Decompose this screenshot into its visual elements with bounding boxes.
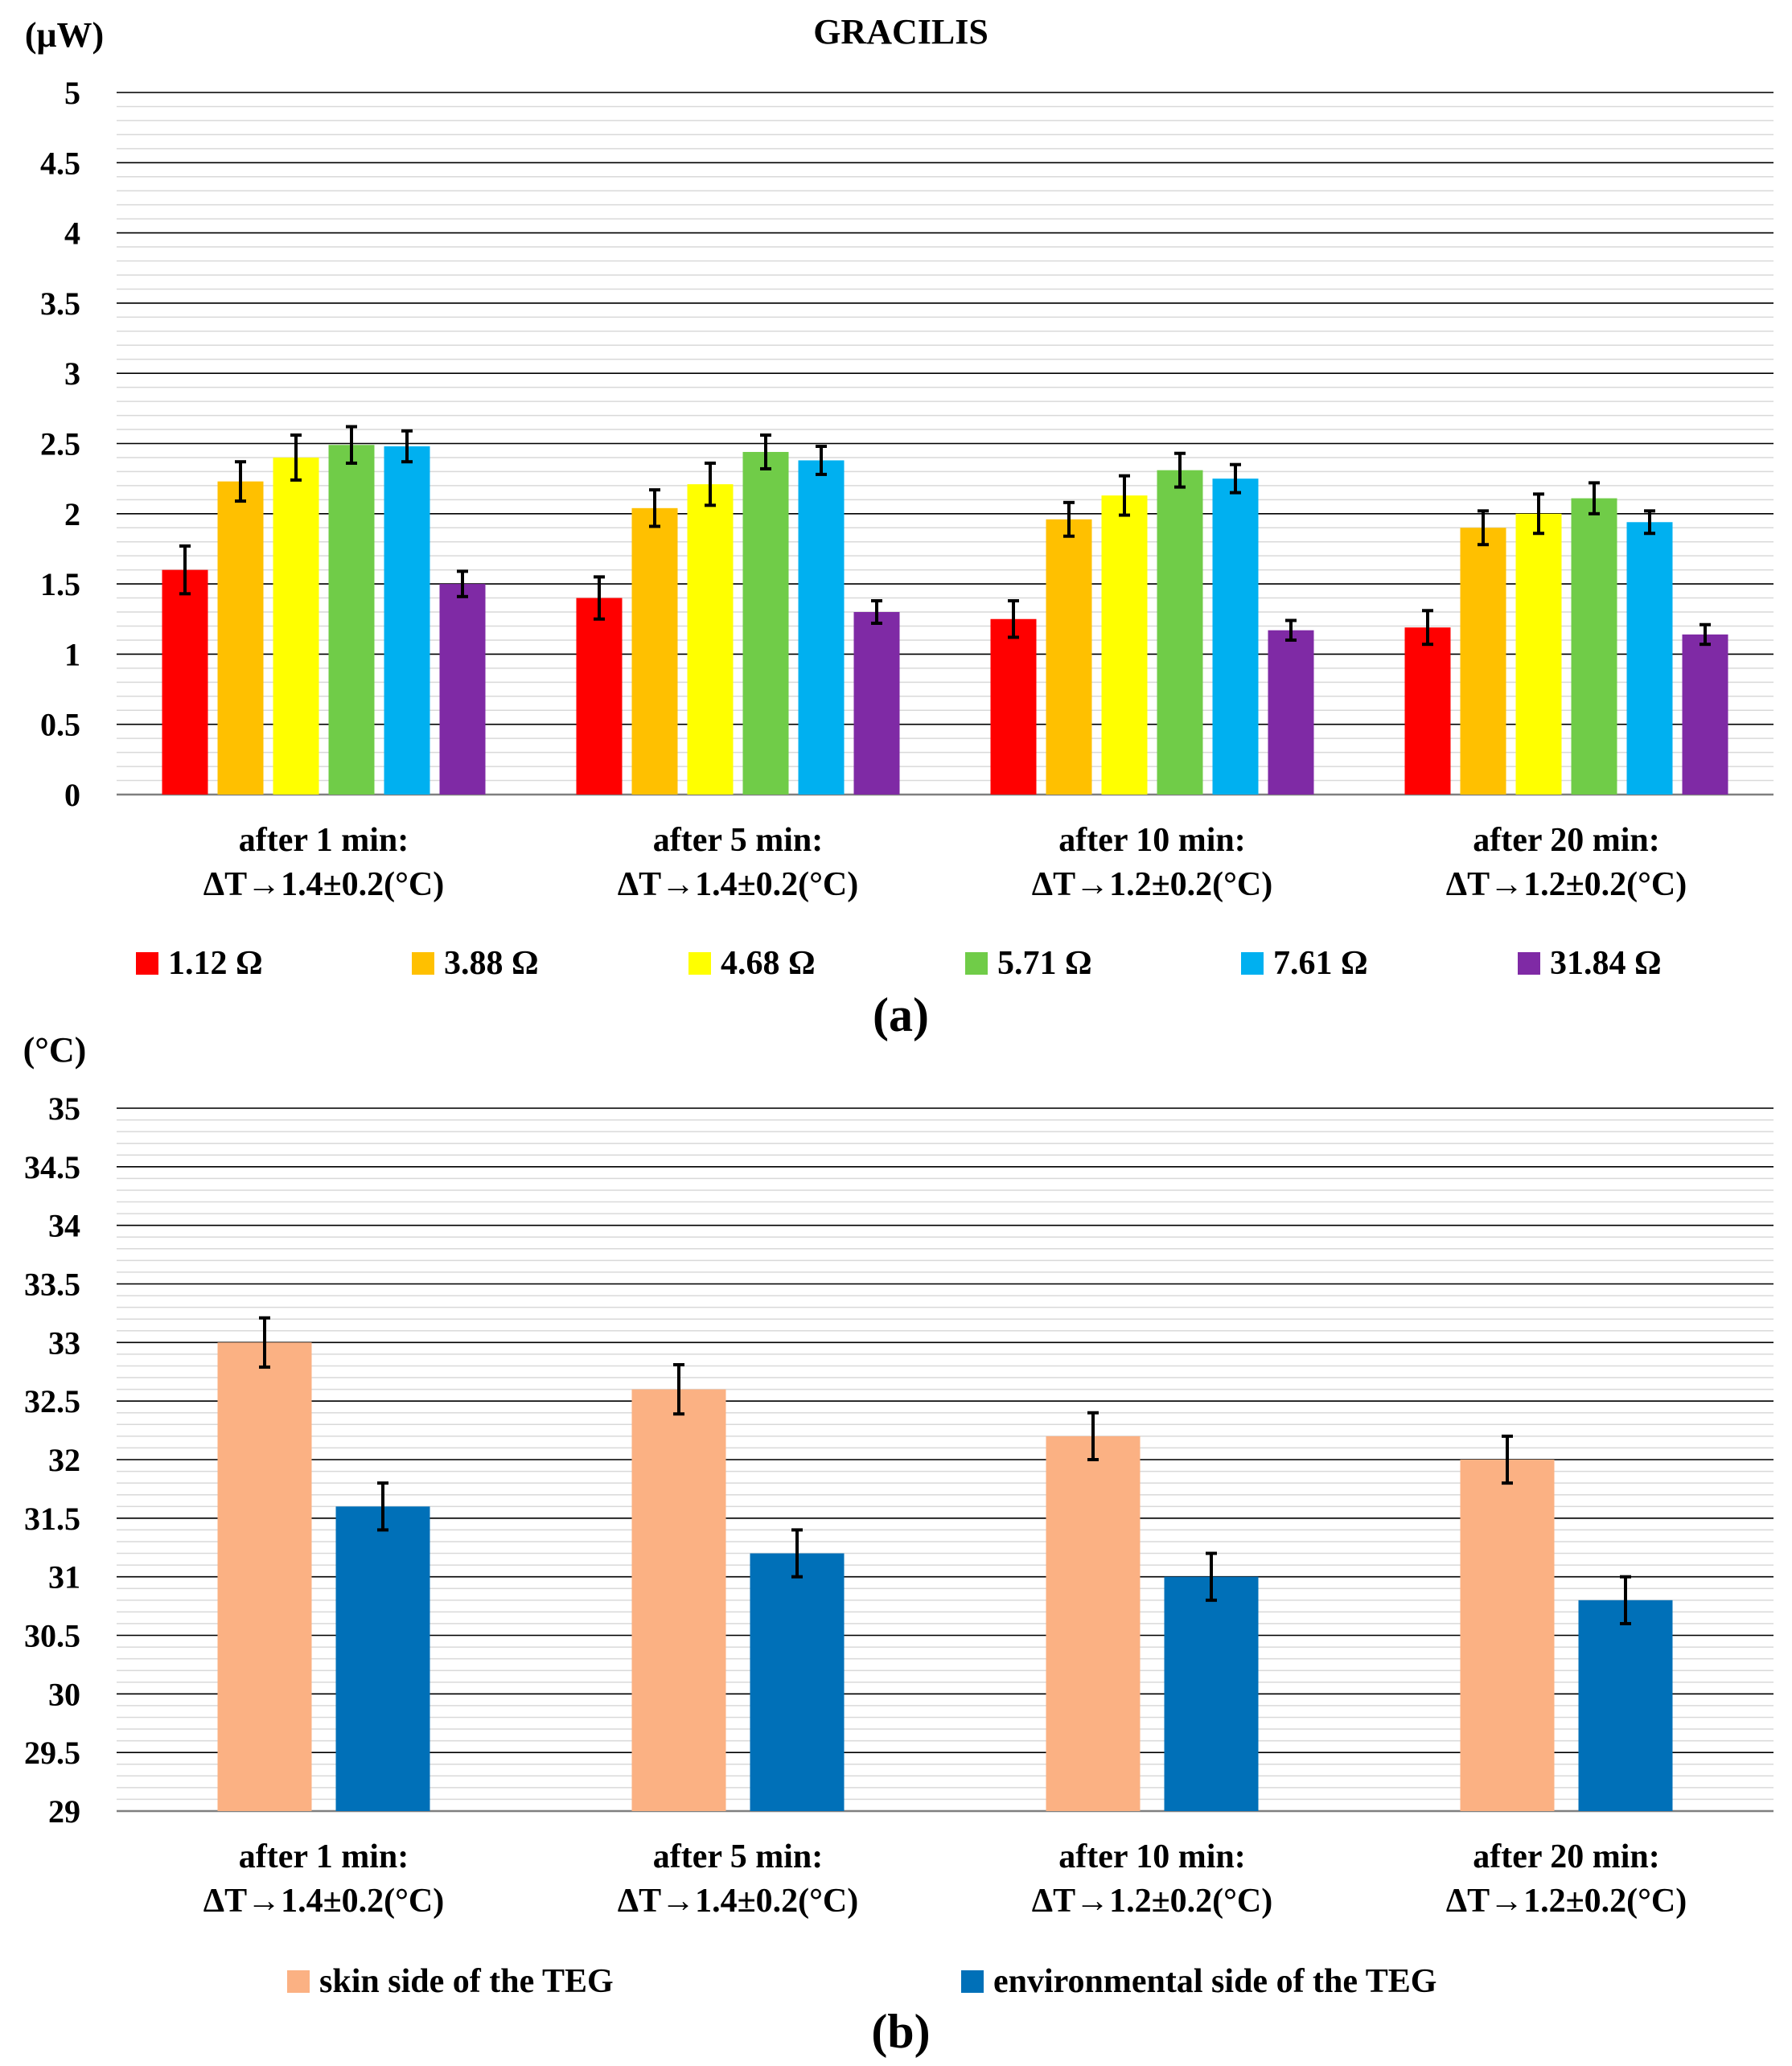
chart-a-y-tick-label: 2.5 — [40, 426, 80, 462]
chart-a-legend-label: 5.71 Ω — [997, 945, 1092, 982]
chart-b-y-tick-label: 33.5 — [24, 1267, 80, 1303]
chart-a-legend-swatch — [965, 952, 988, 975]
chart-a-y-tick-label: 1 — [64, 636, 80, 672]
chart-a-bar — [1460, 528, 1506, 795]
chart-a-category-label: ΔT→1.4±0.2(°C) — [203, 866, 445, 903]
chart-a-legend-label: 31.84 Ω — [1550, 945, 1662, 982]
chart-a-title: GRACILIS — [813, 12, 988, 51]
chart-a-bar — [1626, 522, 1673, 795]
chart-a-legend-label: 1.12 Ω — [168, 945, 263, 982]
chart-b-plot: 29 29.5 30 30.5 31 31.5 32 32.5 33 33.5 34 34.5 35 af… — [24, 1091, 1774, 2000]
chart-a-bar — [328, 445, 375, 795]
chart-a-category-label: after 10 min: — [1058, 822, 1246, 859]
chart-b-bar — [1046, 1436, 1141, 1811]
chart-b-bar — [1164, 1576, 1259, 1811]
chart-a-bar — [1157, 470, 1203, 795]
chart-a-bar — [990, 618, 1037, 795]
chart-b-legend-label: skin side of the TEG — [319, 1963, 614, 2000]
chart-b-y-tick-label: 30.5 — [24, 1618, 80, 1654]
chart-a-bar — [631, 507, 678, 795]
chart-b-category-label: after 5 min: — [653, 1838, 824, 1875]
chart-b-y-tick-label: 34 — [48, 1208, 80, 1244]
chart-a-bar — [1046, 519, 1092, 795]
chart-a-bar — [384, 446, 430, 795]
chart-b-category-label: after 1 min: — [239, 1838, 409, 1875]
chart-a-bar — [1268, 630, 1314, 795]
chart-b-category-label: ΔT→1.2±0.2(°C) — [1446, 1883, 1687, 1920]
chart-a-y-tick-label: 0.5 — [40, 707, 80, 743]
chart-b-y-tick-label: 35 — [48, 1091, 80, 1127]
chart-b-bar — [335, 1506, 430, 1811]
chart-a-legend-label: 4.68 Ω — [721, 945, 816, 982]
chart-a-bar — [687, 484, 734, 795]
chart-b-y-tick-label: 31 — [48, 1559, 80, 1596]
chart-a-bar — [1571, 498, 1617, 795]
chart-a-bar — [162, 569, 208, 795]
chart-a-bar — [798, 460, 845, 795]
chart-a-category-label: after 5 min: — [653, 822, 824, 859]
chart-a-bar — [273, 457, 319, 795]
chart-a-bar — [1404, 627, 1451, 795]
chart-a-y-tick-label: 0 — [64, 777, 80, 813]
chart-a-y-tick-label: 4 — [64, 216, 80, 252]
chart-b-y-tick-label: 32 — [48, 1442, 80, 1478]
chart-b-y-tick-label: 33 — [48, 1325, 80, 1361]
chart-a-category-label: ΔT→1.2±0.2(°C) — [1032, 866, 1273, 903]
chart-a-panel-label: (a) — [873, 988, 929, 1041]
chart-a-bar — [217, 481, 264, 795]
chart-b-y-tick-label: 34.5 — [24, 1149, 80, 1185]
chart-b-bar — [750, 1553, 845, 1811]
chart-b-y-tick-label: 30 — [48, 1676, 80, 1712]
chart-a-category-label: ΔT→1.2±0.2(°C) — [1446, 866, 1687, 903]
chart-a-y-tick-label: 3.5 — [40, 285, 80, 322]
chart-b-legend-label: environmental side of the TEG — [993, 1963, 1436, 2000]
chart-a-bar — [1101, 495, 1148, 795]
chart-b-y-unit: (°C) — [23, 1030, 87, 1070]
chart-a-y-tick-label: 1.5 — [40, 566, 80, 602]
chart-a-bar — [439, 584, 486, 795]
chart-a-category-label: ΔT→1.4±0.2(°C) — [618, 866, 859, 903]
chart-a-y-tick-label: 5 — [64, 75, 80, 111]
chart-b-category-label: after 10 min: — [1058, 1838, 1246, 1875]
chart-a-legend-label: 7.61 Ω — [1273, 945, 1368, 982]
chart-a-legend-swatch — [136, 952, 158, 975]
chart-a-y-unit: (μW) — [25, 15, 104, 55]
chart-b-bar — [1578, 1600, 1673, 1811]
chart-b-bar — [1460, 1460, 1555, 1811]
chart-a-bar — [576, 598, 623, 795]
chart-b-y-tick-label: 32.5 — [24, 1383, 80, 1419]
chart-a-y-tick-label: 2 — [64, 496, 80, 532]
chart-b-bar — [217, 1342, 312, 1811]
chart-a-y-tick-label: 4.5 — [40, 145, 80, 181]
chart-a-bar — [1515, 513, 1562, 795]
chart-a-bar — [742, 451, 789, 795]
chart-a-bar — [853, 612, 900, 795]
chart-a-bar — [1212, 479, 1259, 795]
chart-b-panel-label: (b) — [871, 2005, 930, 2058]
chart-b-category-label: ΔT→1.2±0.2(°C) — [1032, 1883, 1273, 1920]
chart-a-category-label: after 20 min: — [1473, 822, 1660, 859]
chart-b-y-tick-label: 31.5 — [24, 1501, 80, 1537]
chart-b-y-tick-label: 29 — [48, 1793, 80, 1830]
chart-a-legend-swatch — [1241, 952, 1264, 975]
chart-b-legend-swatch — [961, 1970, 984, 1993]
chart-a-legend-swatch — [688, 952, 711, 975]
chart-a-y-tick-label: 3 — [64, 355, 80, 392]
chart-b-category-label: after 20 min: — [1473, 1838, 1660, 1875]
chart-b-y-tick-label: 29.5 — [24, 1735, 80, 1771]
chart-a-legend-swatch — [412, 952, 434, 975]
chart-a-category-label: after 1 min: — [239, 822, 409, 859]
chart-a-legend-swatch — [1518, 952, 1540, 975]
chart-b-category-label: ΔT→1.4±0.2(°C) — [203, 1883, 445, 1920]
chart-b-bar — [631, 1389, 726, 1811]
chart-a-plot: 0 0.5 1 1.5 2 2.5 3 3.5 4 4.5 5 after 1 min: ΔT→1.4±… — [40, 75, 1774, 982]
chart-b-legend-swatch — [287, 1970, 310, 1993]
chart-a-bar — [1682, 634, 1728, 795]
chart-b-category-label: ΔT→1.4±0.2(°C) — [618, 1883, 859, 1920]
chart-a-legend-label: 3.88 Ω — [444, 945, 539, 982]
